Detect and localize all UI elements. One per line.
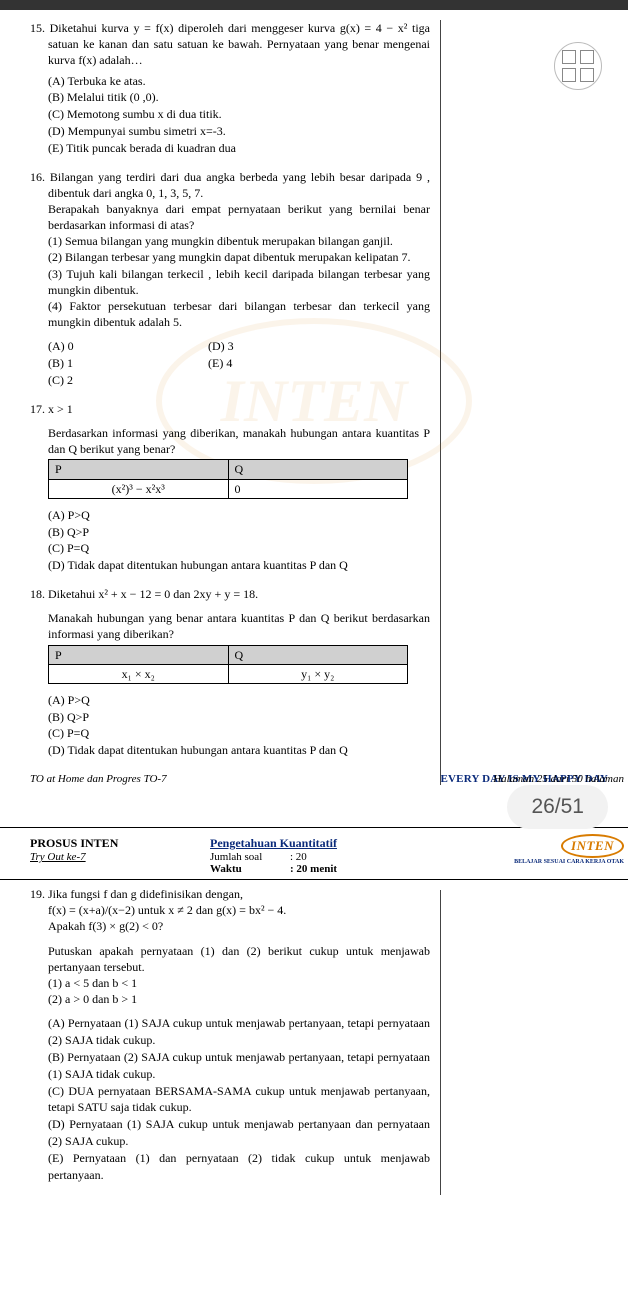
page-1: INTEN 15. Diketahui kurva y = f(x) diper… [0,10,628,795]
q18-opt-c[interactable]: (C) P=Q [48,725,430,742]
q19-opt-a[interactable]: (A) Pernyataan (1) SAJA cukup untuk menj… [48,1015,430,1049]
q16-sub4: (4) Faktor persekutuan terbesar dari bil… [30,298,430,330]
q18-lead: Diketahui x² + x − 12 = 0 dan 2xy + y = … [48,587,258,601]
q17-th-q: Q [228,460,408,479]
q15-opt-e[interactable]: (E) Titik puncak berada di kuadran dua [48,140,430,157]
q17-opt-b[interactable]: (B) Q>P [48,524,430,541]
q19-line2: f(x) = (x+a)/(x−2) untuk x ≠ 2 dan g(x) … [30,902,430,918]
q16-lead2: Berapakah banyaknya dari empat pernyataa… [30,201,430,233]
question-15: 15. Diketahui kurva y = f(x) diperoleh d… [30,20,430,157]
q15-text: Diketahui kurva y = f(x) diperoleh dari … [48,21,430,67]
page-2: 19. Jika fungsi f dan g didefinisikan de… [0,880,628,1205]
q19-s2: (2) a > 0 dan b > 1 [30,991,430,1007]
q17-cond: x > 1 [48,402,73,416]
q19-opt-d[interactable]: (D) Pernyataan (1) SAJA cukup untuk menj… [48,1116,430,1150]
q18-opt-d[interactable]: (D) Tidak dapat ditentukan hubungan anta… [48,742,430,759]
grid-menu-button[interactable] [554,42,602,90]
q16-opt-a[interactable]: (A) 0 [48,338,208,355]
question-18: 18. Diketahui x² + x − 12 = 0 dan 2xy + … [30,586,430,759]
brand-logo: INTEN BELAJAR SESUAI CARA KERJA OTAK [514,834,624,865]
q19-number: 19. [30,887,45,901]
brand-subtitle: Try Out ke-7 [30,851,210,863]
q18-number: 18. [30,587,45,601]
q19-s1: (1) a < 5 dan b < 1 [30,975,430,991]
section-title: Pengetahuan Kuantitatif [210,836,450,851]
q17-opt-a[interactable]: (A) P>Q [48,507,430,524]
question-16: 16. Bilangan yang terdiri dari dua angka… [30,169,430,389]
waktu-label: Waktu [210,863,290,875]
column-divider [440,20,441,785]
q17-opt-c[interactable]: (C) P=Q [48,540,430,557]
q19-line1: Jika fungsi f dan g didefinisikan dengan… [48,887,243,901]
q17-th-p: P [49,460,229,479]
q18-th-p: P [49,645,229,664]
soal-label: Jumlah soal [210,851,290,863]
logo-subtext: BELAJAR SESUAI CARA KERJA OTAK [514,859,624,865]
q18-opt-b[interactable]: (B) Q>P [48,709,430,726]
q19-lead: Putuskan apakah pernyataan (1) dan (2) b… [30,943,430,975]
brand-title: PROSUS INTEN [30,836,210,851]
q17-number: 17. [30,402,45,416]
q18-td-p: x₁ × x₂ [49,664,229,683]
soal-value: : 20 [290,851,307,863]
q16-number: 16. [30,170,45,184]
q16-sub2: (2) Bilangan terbesar yang mungkin dapat… [30,249,430,265]
q17-td-q: 0 [228,479,408,498]
q15-number: 15. [30,21,45,35]
question-19: 19. Jika fungsi f dan g didefinisikan de… [30,886,430,1183]
footer-left: TO at Home dan Progres TO-7 [30,773,441,785]
page-counter-badge: 26/51 [507,785,608,829]
grid-menu-icon [562,50,594,82]
q19-opt-e[interactable]: (E) Pernyataan (1) dan pernyataan (2) ti… [48,1150,430,1184]
q19-opt-b[interactable]: (B) Pernyataan (2) SAJA cukup untuk menj… [48,1049,430,1083]
page2-header: PROSUS INTEN Try Out ke-7 Pengetahuan Ku… [0,828,628,880]
window-topbar [0,0,628,10]
column-divider-2 [440,890,441,1195]
q15-opt-a[interactable]: (A) Terbuka ke atas. [48,73,430,90]
q15-opt-d[interactable]: (D) Mempunyai sumbu simetri x=-3. [48,123,430,140]
q16-sub3: (3) Tujuh kali bilangan terkecil , lebih… [30,266,430,298]
q18-opt-a[interactable]: (A) P>Q [48,692,430,709]
q16-opt-b[interactable]: (B) 1 [48,355,208,372]
question-17: 17. x > 1 Berdasarkan informasi yang dib… [30,401,430,574]
q16-opt-d[interactable]: (D) 3 [208,338,368,355]
waktu-value: : 20 menit [290,863,337,875]
q19-line3: Apakah f(3) × g(2) < 0? [30,918,430,934]
q19-opt-c[interactable]: (C) DUA pernyataan BERSAMA-SAMA cukup un… [48,1083,430,1117]
q17-lead: Berdasarkan informasi yang diberikan, ma… [30,425,430,457]
q17-td-p: (x²)³ − x²x³ [49,479,229,498]
q18-lead2: Manakah hubungan yang benar antara kuant… [30,610,430,642]
q16-opt-c[interactable]: (C) 2 [48,372,208,389]
q17-table: P Q (x²)³ − x²x³ 0 [48,459,408,498]
q17-opt-d[interactable]: (D) Tidak dapat ditentukan hubungan anta… [48,557,430,574]
q18-table: P Q x₁ × x₂ y₁ × y₂ [48,645,408,684]
q18-th-q: Q [228,645,408,664]
q16-lead: Bilangan yang terdiri dari dua angka ber… [48,170,430,200]
footer-right: Halaman 25 dari 50 halaman [493,773,624,785]
q16-sub1: (1) Semua bilangan yang mungkin dibentuk… [30,233,430,249]
logo-text: INTEN [561,834,624,858]
q18-td-q: y₁ × y₂ [228,664,408,683]
q16-opt-e[interactable]: (E) 4 [208,355,368,372]
q15-opt-c[interactable]: (C) Memotong sumbu x di dua titik. [48,106,430,123]
q15-opt-b[interactable]: (B) Melalui titik (0 ,0). [48,89,430,106]
